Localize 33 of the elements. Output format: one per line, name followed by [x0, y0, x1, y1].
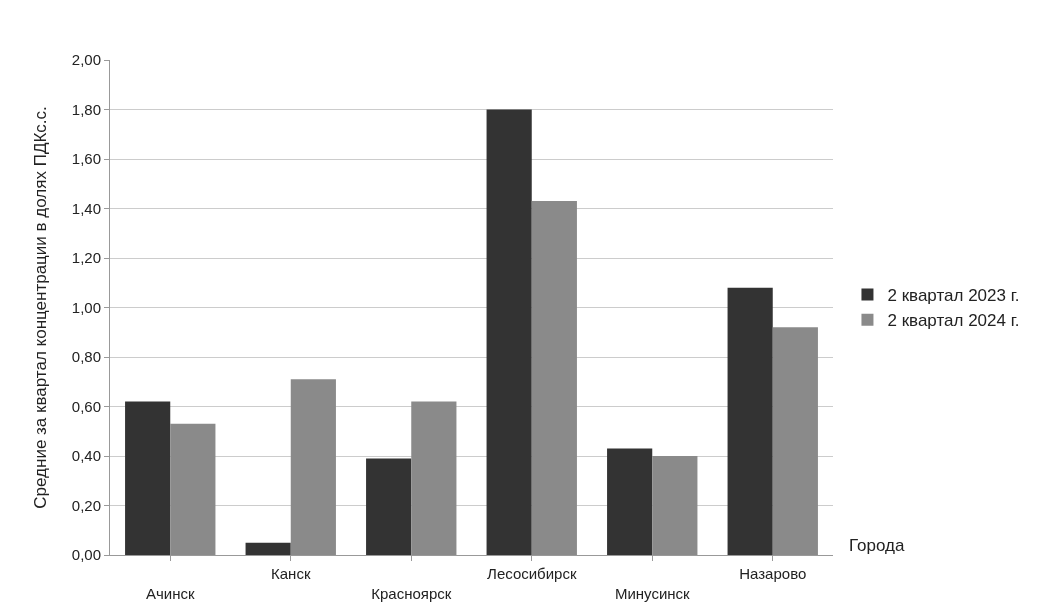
x-tick-label: Ачинск — [145, 584, 195, 602]
y-axis-title: Средние за квартал концентрации в долях ПДКс.с. — [31, 106, 51, 509]
y-tick-label: 1,00 — [71, 298, 101, 316]
bar — [245, 542, 291, 555]
y-tick-label: 1,60 — [71, 150, 101, 168]
y-tick-label: 2,00 — [71, 51, 101, 69]
bar — [170, 423, 216, 555]
x-tick-label: Назарово — [739, 565, 807, 582]
y-tick-label: 1,80 — [71, 100, 101, 118]
y-tick-label: 1,20 — [71, 249, 101, 267]
bar — [607, 448, 653, 555]
bar — [125, 401, 171, 555]
bar — [772, 327, 818, 555]
bar — [531, 201, 577, 555]
x-tick-label: Минусинск — [614, 584, 691, 602]
y-tick-label: 1,40 — [71, 199, 101, 217]
y-tick-label: 0,60 — [71, 397, 101, 415]
bar — [486, 109, 532, 555]
y-tick-label: 0,40 — [71, 447, 101, 465]
x-axis-title: Города — [849, 536, 905, 555]
bar — [411, 401, 457, 555]
legend-label: 2 квартал 2023 г. — [887, 286, 1020, 306]
legend-label: 2 квартал 2024 г. — [887, 311, 1020, 331]
y-tick-label: 0,00 — [71, 546, 101, 564]
bar — [727, 287, 773, 555]
y-tick-label: 0,20 — [71, 496, 101, 514]
bar — [366, 458, 412, 555]
bar — [290, 379, 336, 555]
bar — [652, 456, 698, 555]
x-tick-label: Канск — [271, 565, 311, 582]
y-tick-label: 0,80 — [71, 348, 101, 366]
x-tick-label: Лесосибирск — [487, 565, 577, 582]
x-tick-label: Красноярск — [371, 584, 452, 602]
